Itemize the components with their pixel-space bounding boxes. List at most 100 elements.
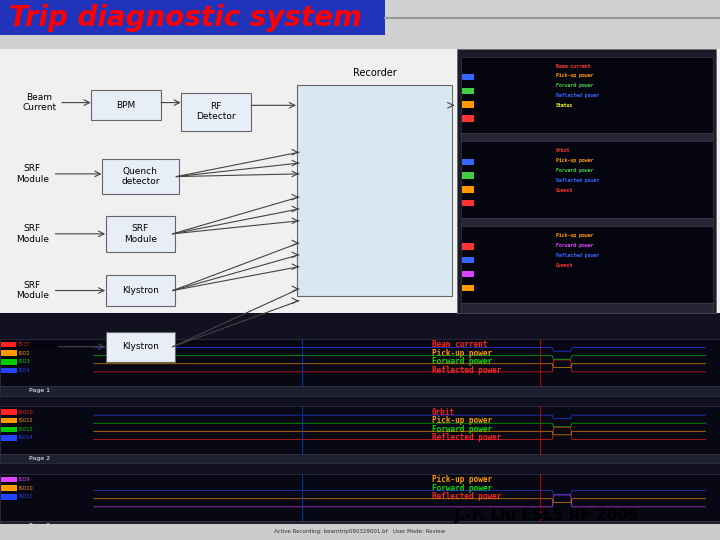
FancyBboxPatch shape [462,243,474,249]
Text: Forward power: Forward power [556,243,593,248]
Text: Ib: Ib [459,101,468,110]
Text: Pr: Pr [459,171,469,179]
Text: Pick-up power: Pick-up power [432,349,492,357]
Text: ISO14: ISO14 [19,435,33,441]
Text: Pick-up power: Pick-up power [432,416,492,425]
Text: ISO13: ISO13 [19,427,33,432]
FancyBboxPatch shape [462,102,474,108]
FancyBboxPatch shape [462,74,474,80]
FancyBboxPatch shape [106,216,175,252]
Text: Orbit: Orbit [459,285,482,293]
Text: Klystron: Klystron [122,286,159,295]
FancyBboxPatch shape [1,342,17,347]
FancyBboxPatch shape [297,85,452,296]
Text: Reflected power: Reflected power [432,434,501,442]
Text: Quench: Quench [556,187,573,192]
Text: Forward power: Forward power [432,484,492,492]
FancyBboxPatch shape [461,133,713,144]
FancyBboxPatch shape [0,313,720,540]
FancyBboxPatch shape [106,275,175,306]
Text: Reflected power: Reflected power [556,253,599,258]
FancyBboxPatch shape [1,494,17,500]
FancyBboxPatch shape [461,226,713,302]
Text: Beam current: Beam current [432,340,487,349]
FancyBboxPatch shape [0,474,720,521]
FancyBboxPatch shape [461,57,713,133]
FancyBboxPatch shape [0,454,720,463]
Text: Forward power: Forward power [556,83,593,88]
FancyBboxPatch shape [462,172,474,179]
Text: MPS: MPS [459,296,478,305]
FancyBboxPatch shape [462,186,474,193]
Text: ISO10: ISO10 [19,485,33,491]
Text: Page 2: Page 2 [29,523,50,529]
Text: Pick-up power: Pick-up power [432,475,492,484]
FancyBboxPatch shape [1,477,17,482]
Text: Recorder: Recorder [353,68,396,78]
Text: Beam current: Beam current [556,64,590,69]
Text: Active Recording: beamtrip090329001.bf   User Mode: Review: Active Recording: beamtrip090329001.bf U… [274,529,446,535]
FancyBboxPatch shape [1,435,17,441]
Text: Ppob: Ppob [459,205,482,213]
Text: ARC: ARC [459,251,477,259]
Text: Status: Status [556,103,573,107]
Text: Page 1: Page 1 [29,388,50,394]
Text: Readychain: Readychain [459,262,512,271]
Text: SRF
Module: SRF Module [16,281,49,300]
Text: Quench
detector: Quench detector [121,167,160,186]
FancyBboxPatch shape [462,159,474,165]
Text: Page 2: Page 2 [29,456,50,461]
Text: ISO1: ISO1 [19,342,30,347]
Text: Pick-up power: Pick-up power [556,73,593,78]
FancyBboxPatch shape [1,409,17,415]
Text: ISO9: ISO9 [19,477,30,482]
Text: Reflected power: Reflected power [556,178,599,183]
FancyBboxPatch shape [0,49,720,313]
FancyBboxPatch shape [462,285,474,291]
Text: ISO11: ISO11 [19,494,33,500]
Text: RF
Detector: RF Detector [196,102,236,122]
Text: Orbit: Orbit [556,148,570,153]
Text: Quench: Quench [556,262,573,267]
Text: ISO10: ISO10 [19,409,33,415]
FancyBboxPatch shape [0,524,720,540]
Text: Reflected power: Reflected power [432,492,501,501]
FancyBboxPatch shape [106,332,175,362]
Text: Reflected power: Reflected power [556,93,599,98]
FancyBboxPatch shape [181,93,251,131]
FancyBboxPatch shape [461,302,713,313]
Text: Interlocks: Interlocks [14,342,58,351]
Text: Phelium: Phelium [459,193,496,201]
Text: ISO3: ISO3 [19,359,30,364]
Text: Pick-up power: Pick-up power [556,233,593,238]
Text: Orbit: Orbit [432,408,455,416]
Text: Pt: Pt [459,147,469,156]
FancyBboxPatch shape [461,141,713,218]
Text: ISO2: ISO2 [19,350,30,356]
FancyBboxPatch shape [102,159,179,194]
Text: ISO12: ISO12 [19,418,33,423]
Text: Forward power: Forward power [556,168,593,173]
FancyBboxPatch shape [462,115,474,122]
FancyBboxPatch shape [91,90,161,120]
Text: J.-F. Liu ESLS RF 2009: J.-F. Liu ESLS RF 2009 [455,508,639,523]
FancyBboxPatch shape [1,427,17,432]
Text: Pf: Pf [459,159,468,167]
FancyBboxPatch shape [1,350,17,356]
FancyBboxPatch shape [462,257,474,264]
FancyBboxPatch shape [0,386,720,396]
Text: Klystron: Klystron [122,342,159,351]
Text: SRF
Module: SRF Module [16,224,49,244]
FancyBboxPatch shape [0,339,720,386]
FancyBboxPatch shape [1,368,17,373]
Text: Forward power: Forward power [432,425,492,434]
FancyBboxPatch shape [457,49,716,313]
Text: Prbt: Prbt [459,217,478,225]
Text: ISO4: ISO4 [19,368,30,373]
Text: Pick-up power: Pick-up power [556,158,593,163]
Text: SRF
Module: SRF Module [124,224,157,244]
FancyBboxPatch shape [462,87,474,94]
FancyBboxPatch shape [461,218,713,228]
Text: Beam
Current: Beam Current [22,93,57,112]
Text: BPM: BPM [117,101,135,110]
